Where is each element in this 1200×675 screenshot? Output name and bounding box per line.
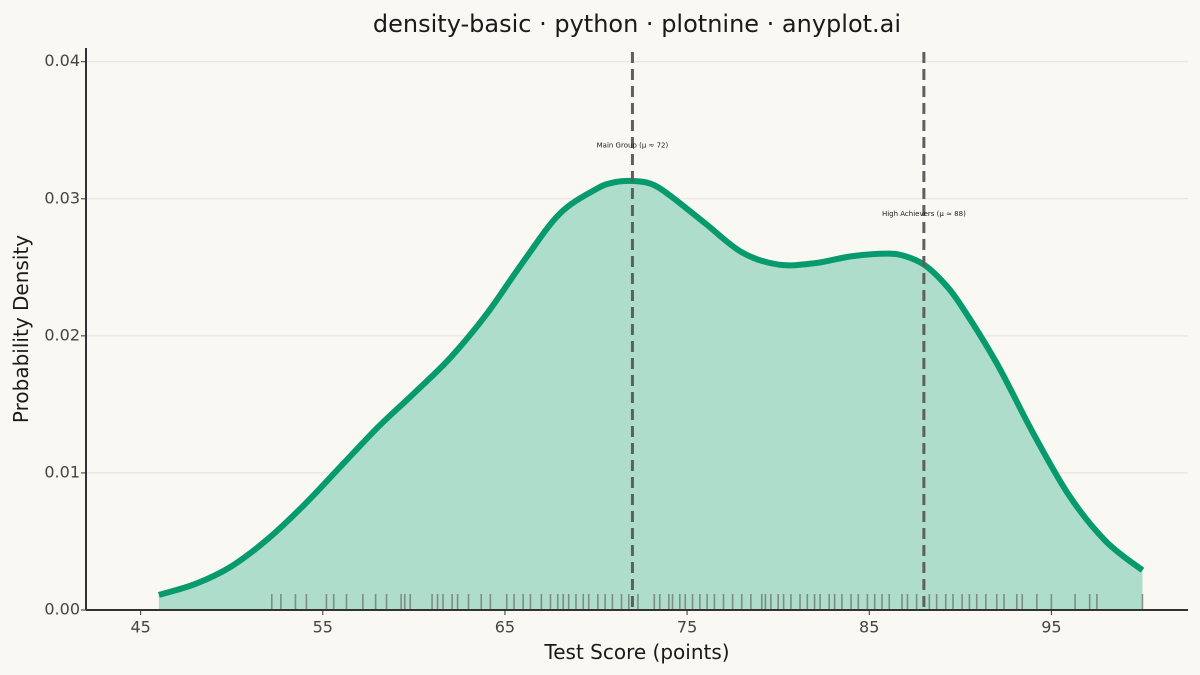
x-tick-label-1: 55 xyxy=(313,618,333,637)
mean-line-label-1: High Achievers (μ ≈ 88) xyxy=(882,210,966,218)
x-tick-label-4: 85 xyxy=(859,618,879,637)
axes-group: 45 55 65 75 85 95 0.00 0.01 0.02 0.03 0.04 xyxy=(44,48,1188,637)
x-tick-label-3: 75 xyxy=(677,618,697,637)
y-axis-label: Probability Density xyxy=(9,235,33,423)
density-area xyxy=(158,180,1143,610)
mean-lines-group: Main Group (μ ≈ 72) High Achievers (μ ≈ 8… xyxy=(597,52,966,610)
x-axis-label: Test Score (points) xyxy=(543,640,729,664)
y-tick-label-2: 0.02 xyxy=(44,325,80,344)
mean-line-label-0: Main Group (μ ≈ 72) xyxy=(597,141,669,149)
chart-title: density-basic · python · plotnine · anyp… xyxy=(373,10,901,38)
x-tick-label-0: 45 xyxy=(130,618,150,637)
y-tick-label-4: 0.04 xyxy=(44,51,80,70)
rug-marks-group xyxy=(270,594,1144,610)
density-line xyxy=(157,177,1145,598)
y-tick-label-1: 0.01 xyxy=(44,462,80,481)
y-tick-label-0: 0.00 xyxy=(44,600,80,619)
y-tick-label-3: 0.03 xyxy=(44,188,80,207)
x-tick-label-2: 65 xyxy=(495,618,515,637)
density-area-group xyxy=(157,177,1145,610)
x-tick-label-5: 95 xyxy=(1041,618,1061,637)
